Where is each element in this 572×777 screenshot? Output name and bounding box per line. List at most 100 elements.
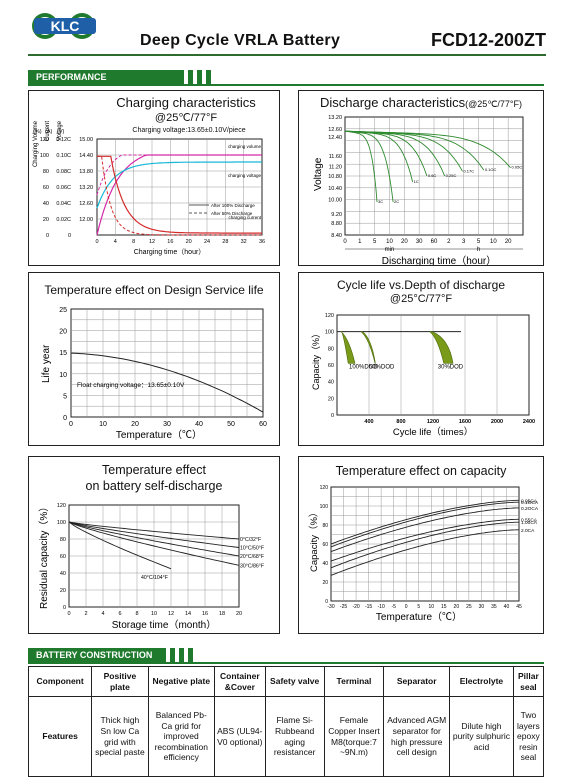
- tempcap-curve: [330, 499, 519, 545]
- self-y-tick: 120: [57, 503, 66, 509]
- self-discharge-title-2: on battery self-discharge: [85, 479, 223, 493]
- charging-current-tick: 0.04C: [56, 201, 71, 207]
- self-y-label: Residual capacity（%）: [38, 502, 50, 609]
- page-title: Deep Cycle VRLA Battery: [140, 32, 341, 49]
- charging-voltage-tick: 13.80: [79, 169, 93, 175]
- tempcap-series-label: 0.2OCA: [521, 506, 539, 512]
- cycle-x-tick: 1200: [427, 419, 439, 425]
- self-discharge-curve: [68, 521, 240, 557]
- charging-current-curve: [97, 155, 262, 234]
- discharge-h-unit: h: [477, 247, 480, 253]
- charging-current-tick: 0.10C: [56, 153, 71, 159]
- table-cell: Advanced AGM separator for high pressure…: [383, 696, 451, 777]
- tempcap-x-tick: -10: [378, 604, 385, 610]
- charging-current-curve-50: [97, 155, 262, 236]
- self-y-tick: 40: [60, 571, 66, 577]
- charging-volume-label: charging volume: [228, 144, 262, 149]
- model-number: FCD12-200ZT: [430, 30, 546, 50]
- table-cell: Thick high Sn low Ca grid with special p…: [91, 696, 149, 777]
- charging-voltage-tick: 12.60: [79, 201, 93, 207]
- cycle-y-tick: 40: [328, 380, 334, 386]
- charging-current-tick: 0.12C: [56, 137, 71, 143]
- self-x-tick: 18: [219, 611, 225, 617]
- table-header: Electrolyte: [449, 666, 514, 697]
- construction-section-label: BATTERY CONSTRUCTION: [28, 648, 166, 662]
- tempcap-x-tick: -20: [352, 604, 359, 610]
- self-y-tick: 0: [63, 605, 66, 611]
- cycle-life-subtitle: @25°C/77°F: [389, 293, 453, 305]
- discharge-y-tick: 10.80: [328, 174, 342, 180]
- self-x-tick: 8: [135, 611, 138, 617]
- tempcap-x-tick: 30: [479, 604, 485, 610]
- tempcap-series-label: 0.1OCA: [521, 500, 539, 506]
- charging-x-tick: 8: [132, 239, 135, 245]
- tempcap-x-tick: 10: [428, 604, 434, 610]
- table-header: Terminal: [323, 666, 385, 697]
- self-discharge-chart: 120 100 80 60 40 20 00 2 4 6 8 10 12 14 16 18 20 Residual…: [38, 502, 264, 631]
- templife-x-tick: 40: [195, 421, 203, 428]
- charging-volume-tick: 60: [43, 185, 49, 191]
- self-discharge-title-1: Temperature effect: [102, 463, 206, 477]
- charging-current-label: charging current: [228, 215, 261, 220]
- cycle-x-tick: 2000: [491, 419, 503, 425]
- self-discharge-panel: Temperature effect on battery self-disch…: [28, 456, 280, 634]
- construction-table: Component Positive plate Negative plate …: [27, 666, 545, 777]
- charging-x-tick: 4: [114, 239, 117, 245]
- cycle-y-tick: 120: [325, 313, 334, 319]
- discharge-chart: 13.20 12.60 12.40 11.60 11.20 10.80 10.40 10.00…: [313, 115, 524, 265]
- charging-axis-title: Current: [45, 121, 51, 141]
- tempcap-y-tick: 20: [322, 580, 328, 586]
- tempcap-curve: [330, 507, 519, 553]
- cycle-dod-label: 50%DOD: [369, 364, 395, 370]
- table-row: Features Thick high Sn low Ca grid with …: [27, 696, 545, 777]
- charging-volume-tick: 0: [46, 233, 49, 239]
- discharge-rate-label: 3C: [378, 199, 383, 204]
- discharge-x-tick: 10: [386, 239, 393, 245]
- charging-voltage-curve: [96, 161, 262, 209]
- charging-axis-unit: (V): [57, 129, 65, 135]
- performance-section-label: PERFORMANCE CHARACTERISTICS: [28, 70, 184, 96]
- discharge-x-tick: 0: [343, 239, 347, 245]
- tempcap-curve: [330, 501, 519, 548]
- discharge-x-tick: 3: [462, 239, 466, 245]
- table-header: Safety valve: [264, 666, 325, 697]
- charging-legend-entry: After 100% Discharge: [211, 203, 255, 208]
- charging-x-tick: 12: [149, 239, 155, 245]
- charging-x-label: Charging time（hour）: [134, 248, 206, 256]
- discharge-x-tick: 5: [373, 239, 377, 245]
- logo-text: KLC: [51, 18, 80, 34]
- discharge-x-tick: 5: [477, 239, 481, 245]
- templife-x-tick: 60: [259, 421, 267, 428]
- temp-life-title: Temperature effect on Design Service lif…: [44, 283, 264, 297]
- templife-y-tick: 20: [59, 329, 67, 336]
- templife-x-label: Temperature（℃）: [116, 429, 202, 441]
- discharge-curve: [344, 130, 511, 169]
- charging-x-tick: 24: [204, 239, 210, 245]
- discharge-rate-label: 1C: [414, 179, 419, 184]
- cycle-y-label: Capacity（%）: [311, 329, 321, 390]
- discharge-x-tick: 20: [505, 239, 512, 245]
- cycle-y-tick: 20: [328, 396, 334, 402]
- table-header: Component: [27, 666, 93, 697]
- tempcap-x-tick: -5: [391, 604, 396, 610]
- self-discharge-curve: [68, 521, 240, 540]
- discharge-y-tick: 9.20: [331, 212, 342, 218]
- charging-current-tick: 0: [68, 233, 71, 239]
- discharge-x-tick: 20: [401, 239, 408, 245]
- self-y-tick: 80: [60, 537, 66, 543]
- tempcap-x-tick: 25: [466, 604, 472, 610]
- discharge-rate-label: 0.05C: [512, 165, 523, 170]
- tempcap-y-tick: 60: [322, 542, 328, 548]
- charging-voltage-tick: 15.00: [79, 137, 93, 143]
- temp-capacity-title: Temperature effect on capacity: [335, 464, 507, 478]
- charging-voltage-tick: 13.20: [79, 185, 93, 191]
- discharge-rate-label: 0.17C: [463, 168, 474, 173]
- cycle-dod-label: 100%DOD: [349, 364, 378, 370]
- tempcap-y-tick: 120: [320, 485, 329, 491]
- self-series-label: 10°C/50°F: [240, 546, 264, 552]
- templife-y-tick: 0: [63, 415, 67, 422]
- templife-y-tick: 25: [59, 307, 67, 314]
- charging-axis-title: Charging Volume: [33, 120, 39, 167]
- performance-section-header: PERFORMANCE CHARACTERISTICS: [28, 70, 544, 96]
